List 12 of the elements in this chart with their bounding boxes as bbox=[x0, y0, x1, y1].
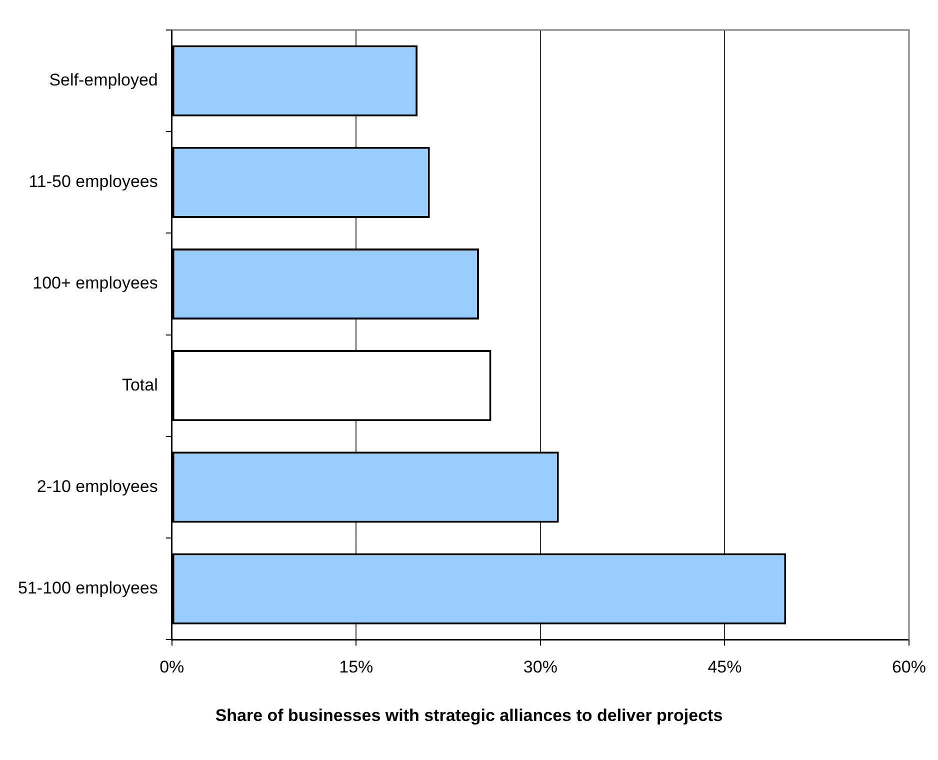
x-tick-label: 30% bbox=[523, 657, 558, 676]
y-tick-label: Total bbox=[122, 375, 158, 394]
y-tick-label: 2-10 employees bbox=[36, 476, 158, 496]
y-tick-label: 100+ employees bbox=[32, 274, 158, 293]
y-tick-label: 11-50 employees bbox=[28, 172, 158, 192]
x-tick-label: 0% bbox=[160, 657, 184, 676]
y-tick-label: 51-100 employees bbox=[18, 578, 158, 598]
y-tick-label: Self-employed bbox=[49, 70, 158, 90]
x-axis-title: Share of businesses with strategic alliances to deliver projects bbox=[214, 706, 724, 726]
x-tick-label: 15% bbox=[339, 657, 374, 676]
x-tick-label: 45% bbox=[708, 657, 742, 676]
x-tick-label: 60% bbox=[892, 657, 926, 676]
